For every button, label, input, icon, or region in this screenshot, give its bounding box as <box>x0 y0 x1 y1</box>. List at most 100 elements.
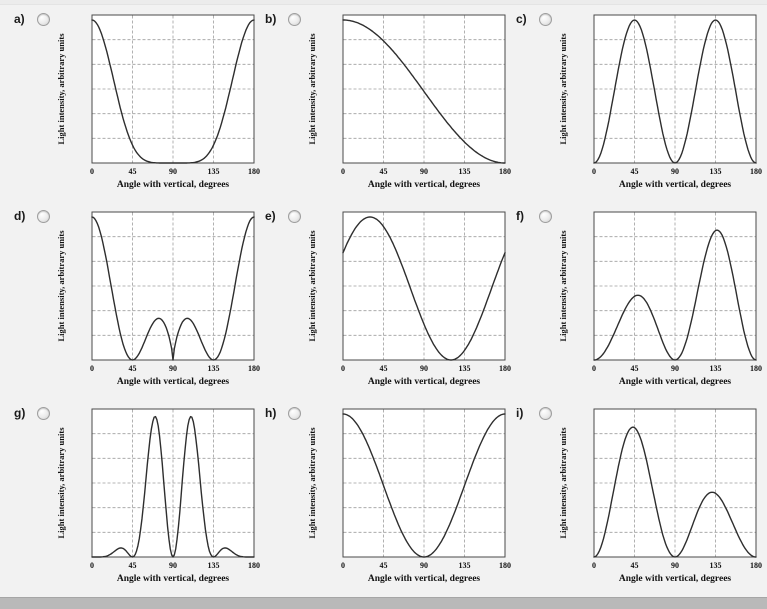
x-tick-label: 135 <box>208 364 220 373</box>
option-label-a: a) <box>14 12 25 26</box>
answer-option-e: e) 0 45 90 135 180 Angle with vertical, degree… <box>261 202 512 399</box>
plot-h: 0 45 90 135 180 Angle with vertical, degrees L… <box>307 408 511 584</box>
x-axis-label: Angle with vertical, degrees <box>117 574 230 584</box>
x-tick-label: 180 <box>499 364 511 373</box>
option-radio-h[interactable] <box>288 407 301 420</box>
y-axis-label: Light intensity, arbitrary units <box>307 427 317 539</box>
x-tick-label: 135 <box>208 167 220 176</box>
x-tick-label: 135 <box>710 167 722 176</box>
option-radio-f[interactable] <box>539 210 552 223</box>
option-radio-a[interactable] <box>37 13 50 26</box>
x-tick-label: 135 <box>710 364 722 373</box>
x-tick-label: 180 <box>248 364 260 373</box>
curve-i <box>593 426 757 558</box>
x-tick-label: 180 <box>499 167 511 176</box>
x-axis-label: Angle with vertical, degrees <box>619 377 732 387</box>
x-axis-label: Angle with vertical, degrees <box>619 574 732 584</box>
x-tick-label: 180 <box>248 561 260 570</box>
curve-d <box>91 216 255 361</box>
x-tick-label: 45 <box>129 561 137 570</box>
plot-e: 0 45 90 135 180 Angle with vertical, degrees L… <box>307 211 511 387</box>
x-tick-label: 90 <box>420 561 428 570</box>
y-axis-label: Light intensity, arbitrary units <box>307 230 317 342</box>
y-axis-label: Light intensity, arbitrary units <box>558 230 568 342</box>
option-radio-g[interactable] <box>37 407 50 420</box>
plot-b: 0 45 90 135 180 Angle with vertical, degrees L… <box>307 14 511 190</box>
x-tick-label: 45 <box>380 364 388 373</box>
x-tick-label: 0 <box>592 364 596 373</box>
x-tick-label: 45 <box>631 167 639 176</box>
y-axis-label: Light intensity, arbitrary units <box>56 427 66 539</box>
answer-option-h: h) 0 45 90 135 180 Angle with vertical, degree… <box>261 399 512 596</box>
x-tick-label: 180 <box>248 167 260 176</box>
option-label-h: h) <box>265 406 277 420</box>
x-tick-label: 0 <box>592 561 596 570</box>
plot-i: 0 45 90 135 180 Angle with vertical, degrees L… <box>558 408 762 584</box>
x-tick-label: 135 <box>208 561 220 570</box>
curve-h <box>342 413 506 558</box>
x-tick-label: 135 <box>710 561 722 570</box>
option-radio-e[interactable] <box>288 210 301 223</box>
x-tick-label: 90 <box>169 561 177 570</box>
option-radio-i[interactable] <box>539 407 552 420</box>
y-axis-label: Light intensity, arbitrary units <box>56 33 66 145</box>
answer-option-g: g) 0 45 90 135 180 Angle with vertical, degree… <box>10 399 261 596</box>
x-tick-label: 0 <box>341 167 345 176</box>
option-label-e: e) <box>265 209 276 223</box>
x-axis-label: Angle with vertical, degrees <box>619 180 732 190</box>
x-tick-label: 45 <box>631 364 639 373</box>
option-label-g: g) <box>14 406 26 420</box>
bottom-bar <box>0 597 767 609</box>
x-tick-label: 45 <box>129 364 137 373</box>
x-axis-label: Angle with vertical, degrees <box>368 377 481 387</box>
x-axis-label: Angle with vertical, degrees <box>368 574 481 584</box>
x-tick-label: 0 <box>90 167 94 176</box>
answer-option-i: i) 0 45 90 135 180 Angle with vertical, degree… <box>512 399 763 596</box>
x-axis-label: Angle with vertical, degrees <box>117 377 230 387</box>
option-label-c: c) <box>516 12 527 26</box>
x-tick-label: 180 <box>750 561 762 570</box>
answer-option-f: f) 0 45 90 135 180 Angle with vertical, degree… <box>512 202 763 399</box>
x-tick-label: 90 <box>671 364 679 373</box>
y-axis-label: Light intensity, arbitrary units <box>307 33 317 145</box>
answer-option-b: b) 0 45 90 135 180 Angle with vertical, degree… <box>261 5 512 202</box>
x-axis-label: Angle with vertical, degrees <box>117 180 230 190</box>
option-label-b: b) <box>265 12 277 26</box>
option-label-f: f) <box>516 209 524 223</box>
x-tick-label: 0 <box>90 561 94 570</box>
curve-e <box>342 216 506 361</box>
x-tick-label: 135 <box>459 364 471 373</box>
x-tick-label: 135 <box>459 167 471 176</box>
x-tick-label: 45 <box>129 167 137 176</box>
y-axis-label: Light intensity, arbitrary units <box>558 427 568 539</box>
x-tick-label: 180 <box>750 167 762 176</box>
x-tick-label: 90 <box>671 167 679 176</box>
x-tick-label: 90 <box>169 364 177 373</box>
x-tick-label: 90 <box>671 561 679 570</box>
x-tick-label: 45 <box>380 167 388 176</box>
answer-option-d: d) 0 45 90 135 180 Angle with vertical, degree… <box>10 202 261 399</box>
x-tick-label: 0 <box>592 167 596 176</box>
x-tick-label: 45 <box>380 561 388 570</box>
x-tick-label: 0 <box>90 364 94 373</box>
option-label-d: d) <box>14 209 26 223</box>
plot-c: 0 45 90 135 180 Angle with vertical, degrees L… <box>558 14 762 190</box>
x-tick-label: 0 <box>341 561 345 570</box>
top-strip <box>0 0 767 5</box>
x-tick-label: 90 <box>420 167 428 176</box>
option-radio-c[interactable] <box>539 13 552 26</box>
curve-c <box>593 19 757 164</box>
option-radio-b[interactable] <box>288 13 301 26</box>
answer-option-a: a) 0 45 90 135 180 Angle with vertical, degree… <box>10 5 261 202</box>
curve-g <box>91 415 255 558</box>
x-tick-label: 0 <box>341 364 345 373</box>
x-tick-label: 90 <box>169 167 177 176</box>
option-radio-d[interactable] <box>37 210 50 223</box>
answer-options-grid: a) 0 45 90 135 180 Angle with vertical, degree… <box>10 5 763 596</box>
answer-option-c: c) 0 45 90 135 180 Angle with vertical, degree… <box>512 5 763 202</box>
x-tick-label: 135 <box>459 561 471 570</box>
plot-d: 0 45 90 135 180 Angle with vertical, degrees L… <box>56 211 260 387</box>
x-tick-label: 45 <box>631 561 639 570</box>
y-axis-label: Light intensity, arbitrary units <box>56 230 66 342</box>
